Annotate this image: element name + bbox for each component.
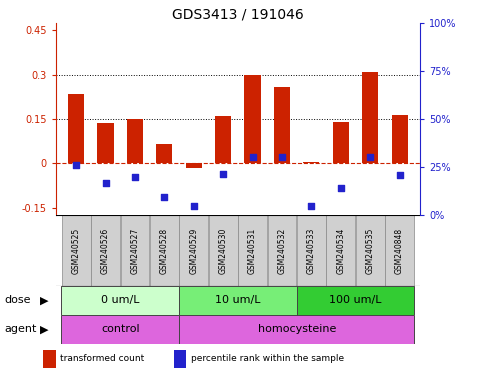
- Bar: [356, 215, 384, 286]
- Bar: [362, 72, 378, 163]
- Text: dose: dose: [5, 295, 31, 306]
- Point: [337, 185, 345, 192]
- Bar: [179, 215, 208, 286]
- Text: transformed count: transformed count: [60, 354, 144, 363]
- Bar: [333, 122, 349, 163]
- Point: [366, 154, 374, 161]
- Bar: [61, 286, 179, 315]
- Bar: [185, 163, 202, 168]
- Point: [396, 172, 403, 178]
- Bar: [297, 286, 414, 315]
- Bar: [303, 162, 319, 163]
- Point: [308, 203, 315, 209]
- Text: GSM240534: GSM240534: [336, 227, 345, 274]
- Text: 0 um/L: 0 um/L: [101, 295, 140, 306]
- Bar: [268, 215, 297, 286]
- Bar: [62, 215, 90, 286]
- Bar: [98, 124, 114, 163]
- Text: GSM240535: GSM240535: [366, 227, 375, 274]
- Text: control: control: [101, 324, 140, 334]
- Bar: [274, 86, 290, 163]
- Text: ▶: ▶: [40, 295, 49, 306]
- Point: [72, 162, 80, 168]
- Point: [278, 154, 286, 161]
- Bar: [209, 215, 238, 286]
- Text: GSM240531: GSM240531: [248, 227, 257, 274]
- Point: [160, 194, 168, 200]
- Text: GSM240527: GSM240527: [130, 227, 140, 274]
- Bar: [238, 215, 267, 286]
- Bar: [179, 315, 414, 344]
- Text: GSM240848: GSM240848: [395, 227, 404, 274]
- Text: GDS3413 / 191046: GDS3413 / 191046: [172, 7, 304, 21]
- Bar: [215, 116, 231, 163]
- Text: GSM240528: GSM240528: [160, 227, 169, 274]
- Text: 10 um/L: 10 um/L: [215, 295, 261, 306]
- Bar: [179, 286, 297, 315]
- Bar: [385, 215, 414, 286]
- Bar: [392, 114, 408, 163]
- Bar: [61, 315, 179, 344]
- Bar: [150, 215, 179, 286]
- Text: 100 um/L: 100 um/L: [329, 295, 382, 306]
- Text: ▶: ▶: [40, 324, 49, 334]
- Text: GSM240533: GSM240533: [307, 227, 316, 274]
- Text: GSM240530: GSM240530: [219, 227, 227, 274]
- Bar: [156, 144, 172, 163]
- Bar: [121, 215, 149, 286]
- Text: GSM240532: GSM240532: [278, 227, 286, 274]
- Point: [131, 174, 139, 180]
- Text: GSM240525: GSM240525: [71, 227, 81, 274]
- Bar: [327, 215, 355, 286]
- Bar: [127, 119, 143, 163]
- Point: [190, 203, 198, 209]
- Text: GSM240526: GSM240526: [101, 227, 110, 274]
- Bar: [43, 350, 56, 368]
- Text: GSM240529: GSM240529: [189, 227, 198, 274]
- Bar: [297, 215, 326, 286]
- Point: [102, 179, 110, 185]
- Text: agent: agent: [5, 324, 37, 334]
- Text: homocysteine: homocysteine: [257, 324, 336, 334]
- Bar: [91, 215, 120, 286]
- Text: percentile rank within the sample: percentile rank within the sample: [191, 354, 344, 363]
- Point: [219, 170, 227, 177]
- Point: [249, 154, 256, 161]
- Bar: [174, 350, 186, 368]
- Bar: [244, 75, 261, 163]
- Bar: [68, 94, 84, 163]
